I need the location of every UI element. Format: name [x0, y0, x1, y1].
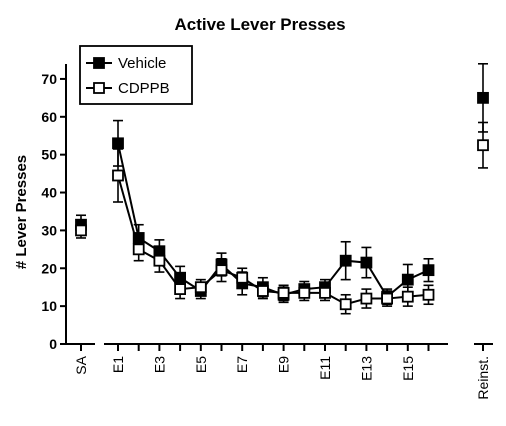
data-point-cdppb [298, 286, 311, 299]
data-point-vehicle [174, 271, 187, 284]
data-point-cdppb [75, 224, 87, 237]
data-point-vehicle [153, 245, 166, 258]
data-point-cdppb [401, 290, 414, 303]
y-tick-label: 70 [41, 71, 57, 87]
series-line-cdppb [117, 175, 429, 306]
y-tick-label: 30 [41, 222, 57, 238]
data-point-cdppb [174, 283, 187, 295]
x-tick-label: E5 [193, 356, 209, 373]
data-point-cdppb [277, 286, 290, 299]
y-tick-label: 10 [41, 298, 57, 314]
data-point-vehicle [477, 91, 489, 104]
y-tick-label: 40 [41, 185, 57, 201]
y-tick-label: 0 [49, 336, 57, 352]
data-point-cdppb [477, 139, 489, 152]
legend: Vehicle CDPPB [79, 45, 193, 105]
x-tick-label: E9 [276, 356, 292, 373]
legend-marker [93, 82, 105, 94]
x-tick-label: E7 [234, 356, 250, 373]
data-point-cdppb [360, 292, 373, 305]
y-tick-label: 50 [41, 147, 57, 163]
legend-label: CDPPB [118, 80, 170, 97]
legend-label: Vehicle [118, 55, 166, 72]
data-point-vehicle [401, 273, 414, 286]
data-point-cdppb [194, 281, 207, 294]
chart-title: Active Lever Presses [174, 15, 345, 34]
y-tick-label: 20 [41, 260, 57, 276]
data-point-vehicle [422, 264, 435, 277]
x-tick-label: SA [73, 355, 89, 374]
data-point-cdppb [236, 271, 249, 284]
data-point-vehicle [112, 137, 124, 150]
x-tick-label: E11 [317, 356, 333, 380]
data-point-cdppb [381, 292, 394, 305]
legend-marker [93, 57, 105, 69]
data-point-vehicle [339, 254, 352, 267]
data-point-cdppb [215, 264, 228, 277]
x-tick-label: E13 [358, 356, 374, 381]
data-point-cdppb [422, 288, 435, 301]
data-point-vehicle [132, 232, 145, 244]
data-point-vehicle [360, 256, 373, 269]
y-axis-label: # Lever Presses [13, 155, 30, 269]
y-tick-label: 60 [41, 109, 57, 125]
plot-area [75, 62, 489, 315]
data-point-cdppb [153, 254, 166, 267]
x-tick-label: Reinst. [475, 356, 491, 400]
data-point-cdppb [256, 285, 269, 297]
data-point-cdppb [112, 169, 124, 182]
data-point-cdppb [339, 298, 352, 311]
series-line-vehicle [117, 143, 429, 299]
axes: 0 10 20 30 40 50 60 70 SA E1 E3 E5 E7 E9 E11 E13 E15 Rein… [41, 64, 493, 400]
data-point-cdppb [319, 286, 331, 299]
data-point-cdppb [132, 243, 145, 256]
x-tick-label: E3 [151, 356, 167, 373]
x-tick-label: E1 [110, 356, 126, 373]
legend-box [79, 45, 193, 105]
x-tick-label: E15 [400, 356, 416, 381]
